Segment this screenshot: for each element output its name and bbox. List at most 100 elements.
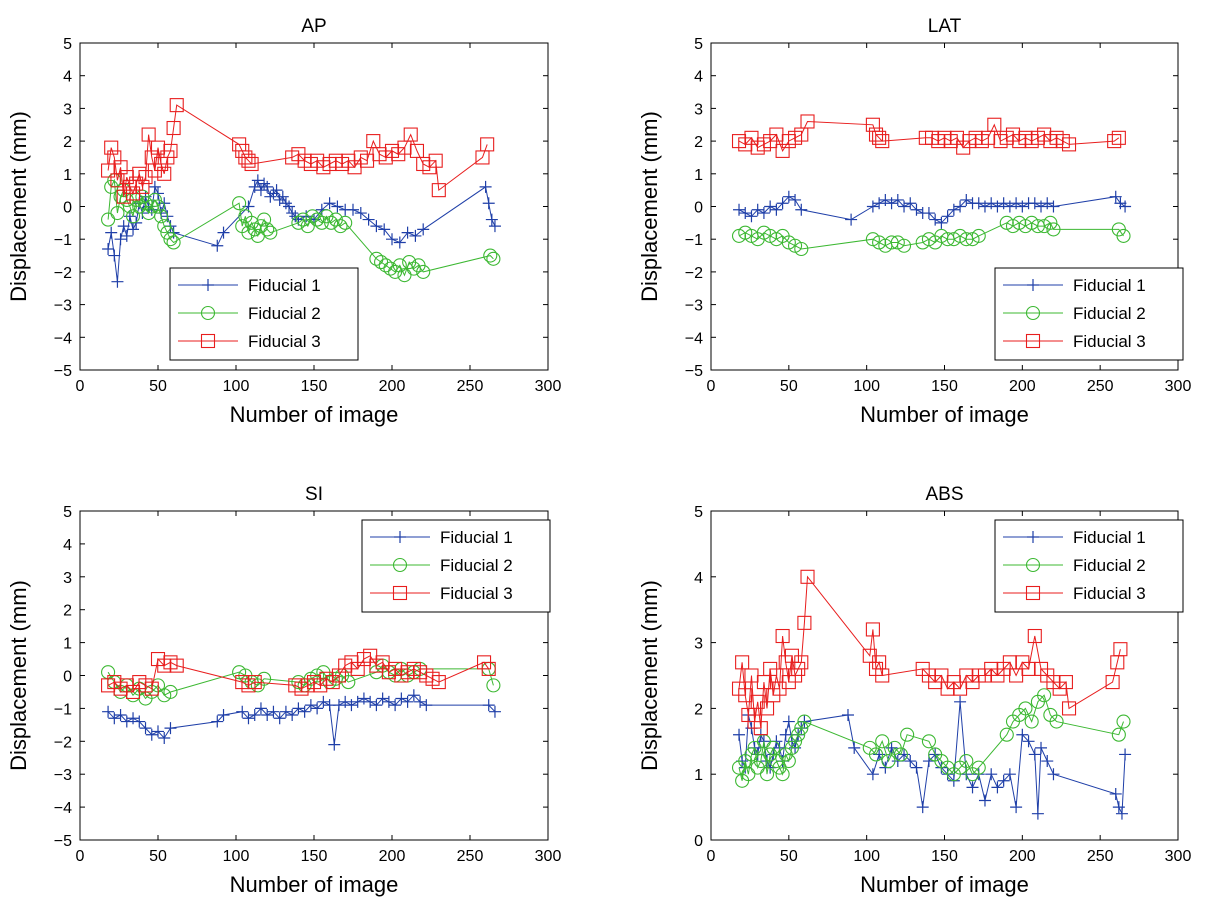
data-point	[479, 180, 492, 193]
data-point	[160, 225, 175, 240]
data-point	[135, 179, 150, 194]
chart-panel: 0 50 100 150 200 250 300 −5 −4 −3 −2 −1 0 1 2 3 4 5 SI Numb…	[6, 484, 561, 897]
x-tick-label: 100	[223, 848, 250, 865]
data-point	[389, 699, 402, 712]
data-point	[1112, 801, 1125, 814]
data-point	[800, 569, 815, 584]
data-point	[397, 268, 412, 283]
data-point	[144, 681, 159, 696]
data-point	[733, 728, 746, 741]
legend-marker	[392, 557, 408, 573]
data-point	[304, 699, 317, 712]
data-point	[163, 232, 178, 247]
data-point	[264, 190, 277, 203]
data-point	[333, 219, 348, 234]
x-axis-label: Number of image	[230, 402, 399, 427]
legend-label: Fiducial 3	[440, 584, 513, 603]
data-point	[885, 741, 898, 754]
data-point	[896, 238, 912, 253]
legend-marker	[202, 279, 214, 291]
data-point	[416, 264, 431, 279]
data-point	[1024, 714, 1039, 729]
series-3	[731, 569, 1128, 736]
data-point	[254, 702, 267, 715]
data-point	[1115, 807, 1128, 820]
data-point	[217, 226, 230, 239]
legend-marker	[394, 531, 406, 543]
data-point	[966, 781, 979, 794]
x-tick-label: 150	[301, 848, 328, 865]
data-point	[753, 753, 768, 769]
data-point	[1111, 130, 1126, 145]
data-point	[779, 728, 792, 741]
data-point	[866, 768, 879, 781]
y-tick-label: −4	[685, 330, 703, 347]
data-point	[875, 734, 890, 749]
y-tick-label: 1	[63, 167, 72, 184]
data-point	[1022, 735, 1035, 748]
data-point	[795, 203, 808, 216]
data-point	[147, 192, 162, 208]
y-tick-label: 0	[694, 833, 703, 850]
data-point	[273, 193, 286, 206]
y-tick-label: 4	[694, 570, 703, 587]
y-tick-label: 4	[63, 69, 72, 86]
data-point	[757, 207, 770, 220]
data-point	[108, 712, 121, 725]
data-point	[145, 728, 158, 741]
data-point	[114, 708, 127, 721]
data-point	[879, 193, 892, 206]
data-point	[111, 275, 124, 288]
data-point	[873, 748, 886, 761]
legend-marker	[1027, 279, 1039, 291]
data-point	[407, 689, 420, 702]
data-point	[766, 740, 781, 755]
x-tick-label: 150	[931, 848, 958, 865]
chart-title: ABS	[925, 484, 963, 505]
data-point	[102, 705, 115, 718]
y-tick-label: 3	[694, 636, 703, 653]
y-tick-label: −2	[54, 734, 72, 751]
data-point	[108, 249, 121, 262]
data-point	[1018, 701, 1033, 716]
series-2	[731, 215, 1131, 257]
data-point	[166, 120, 181, 136]
legend-label: Fiducial 2	[1073, 556, 1146, 575]
y-tick-label: 5	[63, 36, 72, 53]
data-point	[1107, 134, 1122, 149]
data-point	[1119, 200, 1132, 213]
legend-marker	[1025, 305, 1041, 321]
data-point	[276, 190, 289, 203]
data-point	[1043, 215, 1058, 230]
x-tick-label: 150	[301, 378, 328, 395]
data-point	[772, 760, 787, 775]
data-point	[127, 712, 140, 725]
x-tick-label: 50	[149, 848, 167, 865]
y-tick-label: 2	[63, 134, 72, 151]
data-point	[875, 134, 890, 149]
data-point	[258, 177, 271, 190]
data-point	[959, 753, 974, 769]
data-point	[148, 180, 161, 193]
data-point	[873, 197, 886, 210]
data-point	[797, 615, 812, 630]
data-point	[739, 207, 752, 220]
data-point	[125, 209, 141, 224]
y-tick-label: 2	[694, 701, 703, 718]
data-point	[105, 226, 118, 239]
data-point	[747, 740, 762, 755]
data-point	[775, 767, 790, 782]
data-point	[960, 193, 973, 206]
legend-label: Fiducial 1	[1073, 528, 1146, 547]
series-line	[738, 222, 1124, 250]
data-point	[102, 243, 115, 256]
legend: Fiducial 1 Fiducial 2 Fiducial 3	[994, 267, 1184, 361]
data-point	[244, 156, 259, 172]
data-point	[972, 197, 985, 210]
data-point	[428, 153, 443, 168]
data-point	[954, 695, 967, 708]
data-point	[251, 174, 264, 187]
data-point	[382, 695, 395, 708]
data-point	[236, 705, 249, 718]
data-point	[797, 714, 812, 729]
